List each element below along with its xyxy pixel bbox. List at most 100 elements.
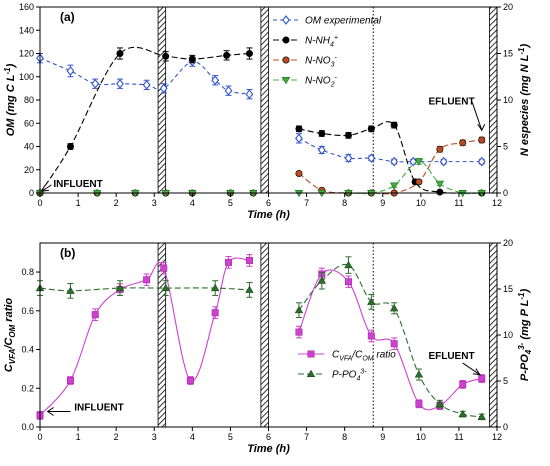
a-data-point bbox=[478, 136, 486, 144]
a-data-point bbox=[223, 51, 231, 59]
b-data-point bbox=[210, 283, 220, 292]
b-x-tick-label: 1 bbox=[76, 432, 81, 442]
panel-a-legend-marker bbox=[282, 56, 290, 64]
b-y-tick-label: 0.6 bbox=[21, 306, 34, 316]
a-y2-tick-label: 20 bbox=[503, 2, 513, 12]
b-data-point bbox=[295, 328, 303, 336]
b-y-tick-label: 0.2 bbox=[21, 383, 34, 393]
b-data-point bbox=[294, 305, 304, 314]
a-series-0 bbox=[36, 53, 486, 167]
b-y2-tick-label: 0 bbox=[503, 422, 508, 432]
a-data-point bbox=[116, 49, 124, 57]
panel-a-legend: OM experimental N-NH4+ N-NO3- N-NO2- bbox=[273, 15, 382, 89]
a-data-point bbox=[390, 121, 398, 129]
a-series-2-line bbox=[298, 139, 482, 195]
b-x-tick-label: 7 bbox=[304, 432, 309, 442]
a-data-point bbox=[295, 133, 303, 144]
a-data-point bbox=[344, 153, 353, 164]
a-data-point bbox=[211, 75, 220, 86]
panel-a-y-axis-title: OM (mg C L-1) bbox=[3, 63, 17, 136]
panel-a-influent-arrow bbox=[41, 184, 52, 192]
panel-b-y-axis-title: CVFA/COM ratio bbox=[3, 298, 17, 373]
a-y-tick-label: 140 bbox=[19, 25, 34, 35]
panel-a-legend-marker bbox=[281, 77, 291, 85]
b-series-0-line bbox=[298, 269, 482, 411]
a-series-0-line bbox=[298, 137, 482, 163]
a-x-tick-label: 7 bbox=[304, 198, 309, 208]
a-data-point bbox=[367, 153, 376, 164]
a-data-point bbox=[162, 52, 170, 60]
a-x-tick-label: 2 bbox=[114, 198, 119, 208]
panel-a-efluent-label: EFLUENT bbox=[428, 97, 474, 108]
a-data-point bbox=[295, 169, 303, 177]
panel-b-legend-marker bbox=[306, 369, 316, 377]
a-hatch-band-2 bbox=[488, 6, 498, 194]
panel-b-legend-label: CVFA/COM ratio bbox=[332, 350, 396, 363]
a-x-tick-label: 12 bbox=[492, 198, 502, 208]
panel-b-y2-axis-title: P-PO43- (mg P L-1) bbox=[517, 289, 533, 382]
a-data-point bbox=[439, 156, 448, 167]
b-hatch-band-1 bbox=[260, 242, 269, 428]
b-data-point bbox=[161, 283, 170, 292]
a-data-point bbox=[159, 83, 168, 94]
a-x-tick-label: 0 bbox=[37, 198, 42, 208]
b-x-tick-label: 4 bbox=[190, 432, 195, 442]
b-x-tick-label: 12 bbox=[492, 432, 502, 442]
panel-a-influent-label: INFLUENT bbox=[53, 179, 102, 190]
a-data-point bbox=[436, 188, 444, 196]
b-data-point bbox=[390, 340, 398, 348]
a-data-point bbox=[91, 78, 100, 89]
b-x-tick-label: 5 bbox=[228, 432, 233, 442]
a-y2-tick-label: 10 bbox=[503, 95, 513, 105]
panel-b-influent-arrowhead bbox=[46, 407, 54, 416]
panel-b-efluent-arrowhead bbox=[472, 368, 481, 376]
a-data-point bbox=[344, 131, 352, 139]
b-y2-tick-label: 5 bbox=[503, 376, 508, 386]
b-data-point bbox=[245, 285, 254, 293]
panel-b-x-axis-title: Time (h) bbox=[247, 443, 290, 455]
panel-a-legend-label: N-NO2- bbox=[305, 75, 337, 89]
b-data-point bbox=[367, 297, 376, 305]
panel-a-legend-label: OM experimental bbox=[305, 16, 382, 27]
a-data-point bbox=[459, 139, 467, 147]
panel-b-label: (b) bbox=[60, 246, 75, 260]
b-series-0-line bbox=[39, 257, 250, 416]
panel-a-legend-marker bbox=[282, 36, 290, 44]
b-data-point bbox=[115, 283, 125, 292]
b-data-point bbox=[478, 375, 486, 383]
a-x-tick-label: 1 bbox=[76, 198, 81, 208]
a-data-point bbox=[390, 156, 399, 167]
b-data-point bbox=[186, 377, 194, 385]
b-data-point bbox=[66, 377, 74, 385]
b-data-point bbox=[367, 332, 375, 340]
b-data-point bbox=[458, 409, 467, 418]
a-data-point bbox=[224, 85, 233, 96]
b-series-1-line bbox=[39, 287, 250, 292]
panel-a-efluent-arrowhead bbox=[477, 123, 486, 132]
panel-b-legend-marker bbox=[307, 350, 315, 358]
panel-b-influent-label: INFLUENT bbox=[74, 403, 123, 414]
b-x-tick-label: 10 bbox=[416, 432, 426, 442]
panel-a-efluent-arrow bbox=[471, 102, 483, 131]
b-x-tick-label: 3 bbox=[152, 432, 157, 442]
a-hatch-band-0 bbox=[157, 6, 167, 194]
a-data-point bbox=[245, 89, 254, 100]
a-data-point bbox=[389, 182, 399, 190]
a-data-point bbox=[188, 55, 196, 63]
a-y2-tick-label: 15 bbox=[503, 49, 513, 59]
a-x-tick-label: 11 bbox=[454, 198, 463, 208]
panel-b-legend: CVFA/COM ratio P-PO43- bbox=[298, 350, 396, 383]
b-data-point bbox=[211, 309, 219, 317]
a-data-point bbox=[409, 156, 418, 167]
b-data-point bbox=[317, 276, 327, 284]
a-data-point bbox=[295, 125, 303, 133]
panel-b-efluent-arrow bbox=[462, 362, 481, 376]
a-y-tick-label: 160 bbox=[19, 2, 34, 12]
b-data-point bbox=[143, 276, 151, 284]
a-y-tick-label: 100 bbox=[19, 72, 34, 82]
panel-a-legend-label: N-NO3- bbox=[305, 55, 337, 69]
a-data-point bbox=[436, 145, 444, 153]
b-data-point bbox=[66, 286, 75, 294]
a-x-tick-label: 10 bbox=[416, 198, 426, 208]
